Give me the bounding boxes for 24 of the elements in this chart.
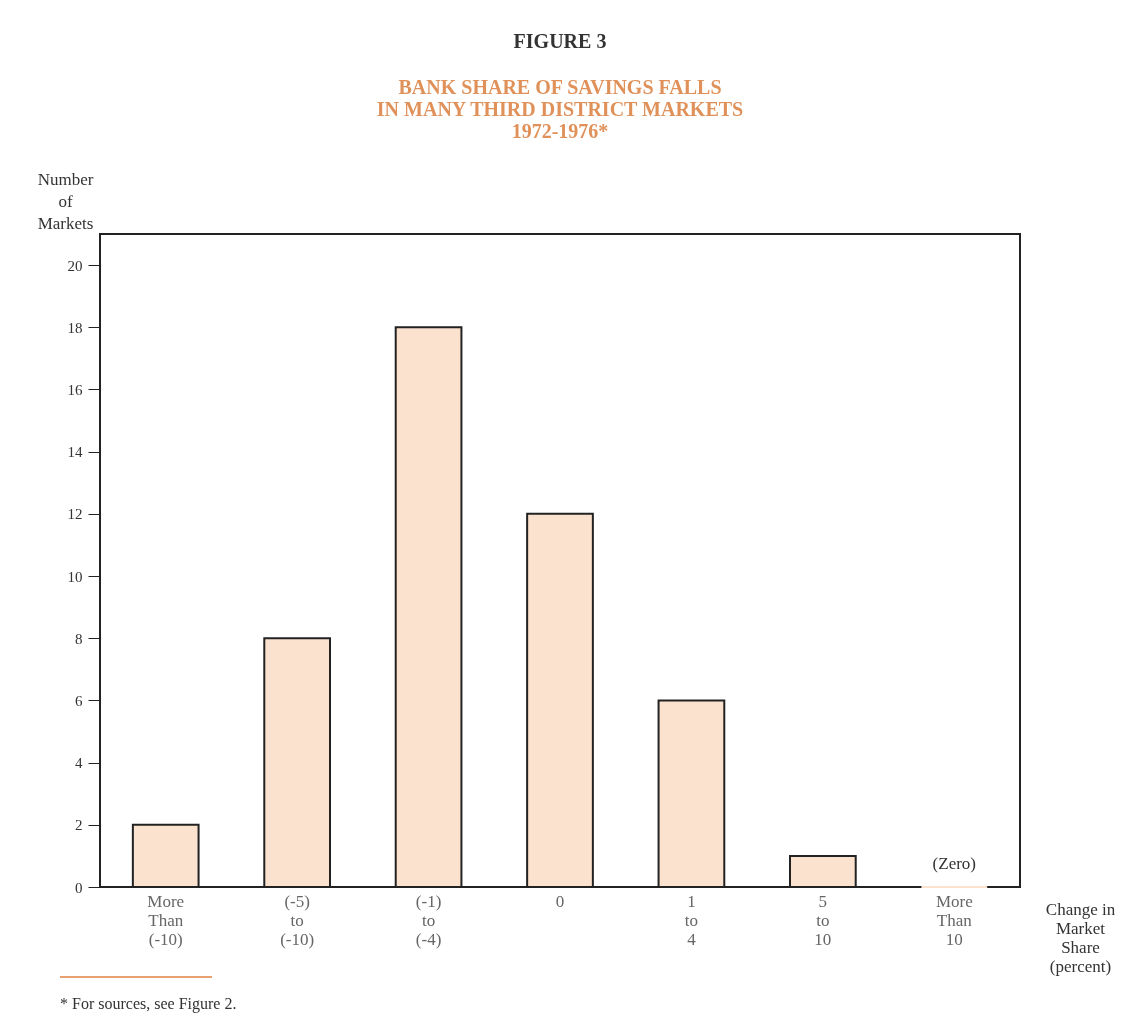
- x-tick-label: More Than (-10): [147, 891, 185, 949]
- y-tick-label: 4: [75, 755, 83, 772]
- y-tick-label: 10: [67, 568, 83, 585]
- y-tick-label: 8: [75, 630, 83, 647]
- y-tick-label: 6: [75, 692, 83, 709]
- x-tick-label: 0: [555, 891, 565, 911]
- x-tick-label: (-1) to (-4): [415, 891, 442, 949]
- chart-title: FIGURE 3: [513, 30, 607, 52]
- y-tick-label: 2: [75, 817, 83, 834]
- text: * For sources, see Figure 2.: [60, 995, 237, 1013]
- x-axis-title: Change in Market Share (percent): [1045, 899, 1116, 976]
- y-tick-label: 20: [67, 257, 83, 274]
- annotation: (Zero): [932, 854, 976, 873]
- y-axis-title: Number of Markets: [37, 169, 94, 233]
- x-tick-label: (-5) to (-10): [280, 891, 315, 949]
- y-tick-label: 18: [67, 319, 83, 336]
- y-tick-label: 14: [67, 444, 83, 461]
- y-tick-label: 16: [67, 381, 83, 398]
- x-tick-label: 5 to 10: [814, 891, 832, 949]
- y-tick-label: 12: [67, 506, 83, 523]
- x-tick-label: 1 to 4: [684, 891, 699, 949]
- y-tick-label: 0: [75, 879, 83, 896]
- chart-subtitle: BANK SHARE OF SAVINGS FALLS IN MANY THIRD DISTRICT MARKETS 1972-1976*: [376, 76, 744, 142]
- x-tick-label: More Than 10: [935, 891, 973, 949]
